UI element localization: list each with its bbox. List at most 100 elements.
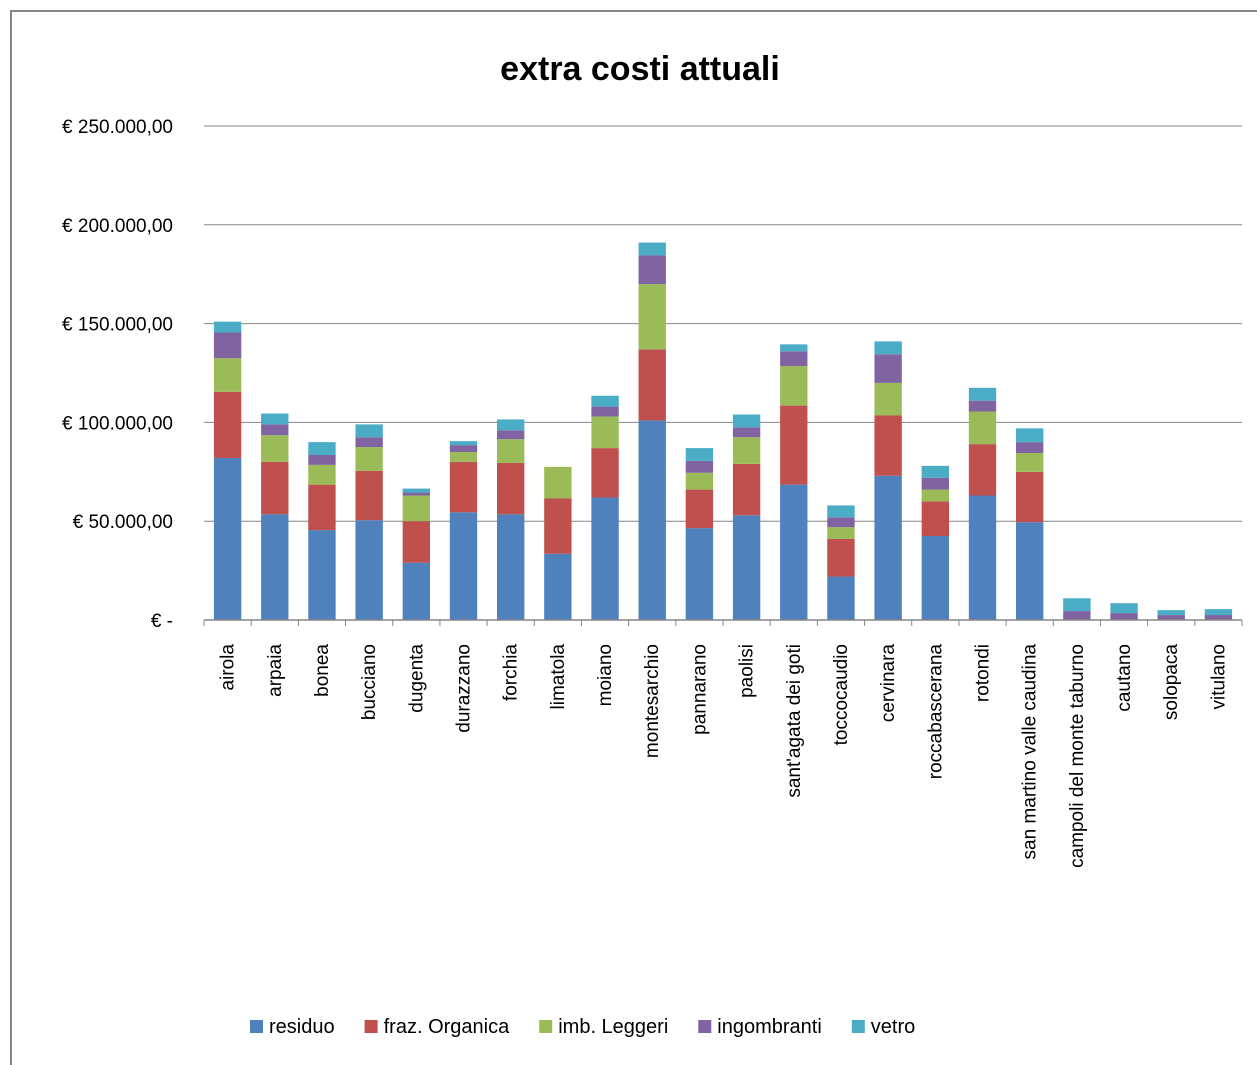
bar-segment <box>1015 442 1044 454</box>
bar-segment <box>544 553 572 620</box>
bar-segment <box>402 488 431 493</box>
bar-segment <box>1015 428 1044 443</box>
bar-segment <box>732 463 761 516</box>
bar-segment <box>827 576 855 620</box>
bar-segment <box>827 527 855 539</box>
legend-swatch <box>250 1020 263 1033</box>
bar-segment <box>1204 615 1233 620</box>
x-tick-label: bucciano <box>359 644 380 720</box>
x-tick-label: san martino valle caudina <box>1020 644 1041 860</box>
bar-segment <box>308 442 336 456</box>
bar-segment <box>449 441 478 446</box>
bar-segment <box>1063 611 1091 620</box>
bar-segment <box>261 461 289 515</box>
bar-segment <box>780 366 808 406</box>
bar-segment <box>732 427 761 438</box>
x-tick-label: airola <box>218 644 239 691</box>
bar-segment <box>780 405 808 485</box>
y-tick-label: € 50.000,00 <box>73 512 173 533</box>
bar-segment <box>355 447 383 471</box>
bar-segment <box>213 457 242 620</box>
x-tick-label: toccocaudio <box>831 644 852 745</box>
bar-segment <box>685 472 714 490</box>
x-tick-label: bonea <box>312 644 333 697</box>
y-tick-label: € 100.000,00 <box>62 413 173 434</box>
bar-segment <box>308 455 336 465</box>
bar-segment <box>261 514 289 620</box>
legend-label: vetro <box>871 1016 915 1038</box>
x-tick-label: pannarano <box>689 644 710 735</box>
bar-segment <box>591 416 619 449</box>
x-axis <box>203 619 1243 626</box>
x-tick-label: cautano <box>1114 644 1135 712</box>
y-tick-label: € - <box>151 611 173 632</box>
bar-segment <box>685 528 714 620</box>
y-tick-label: € 200.000,00 <box>62 216 173 237</box>
bar-segment <box>591 448 619 498</box>
bar-segment <box>402 562 431 620</box>
bar-segment <box>638 284 666 350</box>
bar-segment <box>355 437 383 448</box>
bar-segment <box>685 460 714 473</box>
bar-segment <box>1204 609 1233 616</box>
bar-segment <box>874 475 902 620</box>
bar-segment <box>308 484 336 531</box>
bar-segment <box>544 498 572 554</box>
legend-label: imb. Leggeri <box>558 1016 668 1038</box>
bar-segment <box>496 514 525 620</box>
bar-segment <box>1015 522 1044 620</box>
y-tick-label: € 250.000,00 <box>62 117 173 138</box>
bar-segment <box>355 470 383 521</box>
bar-segment <box>780 344 808 352</box>
bar-segment <box>1157 610 1185 616</box>
bar-segment <box>591 406 619 417</box>
x-tick-label: roccabascerana <box>925 644 946 780</box>
bar-segment <box>402 492 431 496</box>
legend-swatch <box>539 1020 553 1033</box>
bar-segment <box>213 321 242 333</box>
bar-segment <box>261 413 289 425</box>
bar-segment <box>308 464 336 485</box>
bar-segment <box>874 382 902 416</box>
bar-segment <box>732 414 761 428</box>
bar-segment <box>874 341 902 355</box>
legend: residuo fraz. Organica imb. Leggeri ingombr… <box>250 1016 915 1038</box>
bar-segment <box>732 515 761 620</box>
bar-segment <box>874 415 902 476</box>
x-tick-label: solopaca <box>1161 644 1182 720</box>
x-tick-label: paolisi <box>737 644 758 698</box>
legend-label: residuo <box>269 1016 335 1038</box>
bar-segment <box>780 484 808 620</box>
x-tick-label: rotondi <box>973 644 994 702</box>
bar-segment <box>402 495 431 522</box>
bar-segment <box>355 424 383 438</box>
bar-segment <box>1157 615 1185 620</box>
bar-segment <box>968 387 997 401</box>
bar-segment <box>449 461 478 513</box>
legend-swatch <box>851 1020 865 1033</box>
bar-segment <box>827 517 855 528</box>
bar-segment <box>1110 603 1138 614</box>
y-axis-tick-labels: € - € 50.000,00 € 100.000,00 € 150.000,00 € … <box>62 117 173 632</box>
bar-segment <box>827 505 855 518</box>
bar-segment <box>1015 471 1044 523</box>
chart-title: extra costi attuali <box>500 50 780 88</box>
bar-segment <box>496 462 525 515</box>
bar-segment <box>921 477 950 490</box>
x-tick-label: forchia <box>501 644 522 701</box>
bar-segment <box>1110 613 1138 620</box>
bar-segment <box>968 411 997 445</box>
bar-segment <box>591 497 619 620</box>
bar-segment <box>921 536 950 620</box>
bar-segment <box>827 538 855 577</box>
bar-segment <box>921 501 950 537</box>
legend-label: ingombranti <box>717 1016 822 1038</box>
bar-segment <box>780 351 808 367</box>
bar-segment <box>496 430 525 440</box>
bar-segment <box>921 489 950 502</box>
bar-segment <box>1063 598 1091 612</box>
bar-segment <box>591 395 619 407</box>
bar-segment <box>213 391 242 458</box>
x-tick-label: cervinara <box>878 644 899 723</box>
